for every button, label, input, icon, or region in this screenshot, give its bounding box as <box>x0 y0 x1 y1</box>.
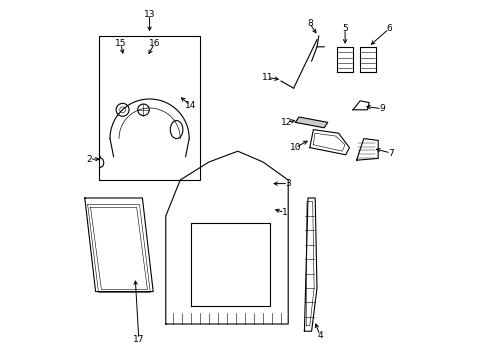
Text: 4: 4 <box>317 331 323 340</box>
Text: 9: 9 <box>379 104 385 113</box>
Bar <box>99 36 200 180</box>
Text: 8: 8 <box>307 19 313 28</box>
Text: 10: 10 <box>290 143 301 152</box>
Text: 3: 3 <box>285 179 291 188</box>
Text: 16: 16 <box>148 40 160 49</box>
Text: 13: 13 <box>144 10 155 19</box>
Text: 2: 2 <box>87 155 92 163</box>
Text: 14: 14 <box>185 101 196 110</box>
Text: 12: 12 <box>281 118 293 127</box>
Text: 11: 11 <box>262 73 273 82</box>
Text: 1: 1 <box>282 208 288 217</box>
Text: 5: 5 <box>342 24 348 33</box>
Text: 15: 15 <box>115 40 126 49</box>
Text: 6: 6 <box>386 24 392 33</box>
Text: 7: 7 <box>388 149 393 158</box>
Text: 17: 17 <box>133 335 145 343</box>
Polygon shape <box>295 117 328 128</box>
